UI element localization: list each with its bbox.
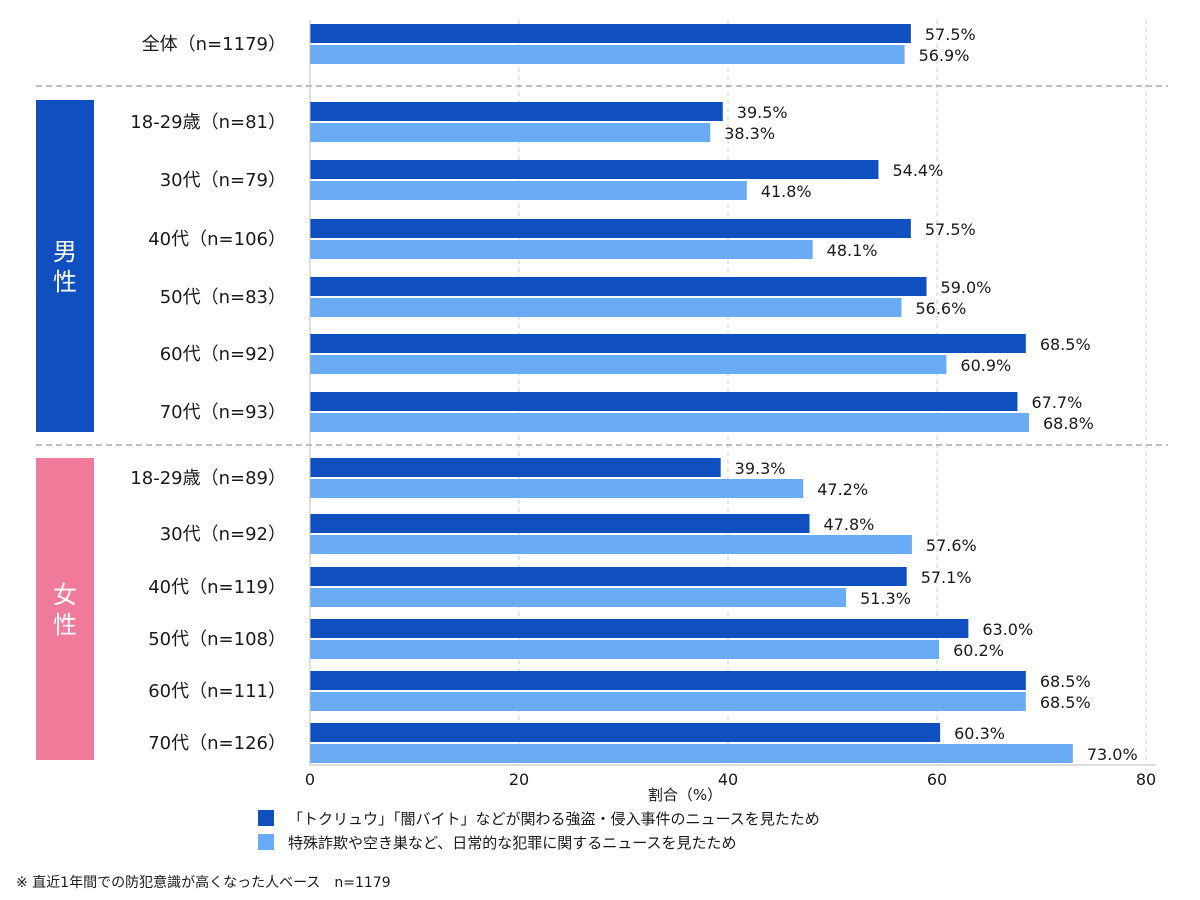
bar-series-1: [310, 567, 907, 586]
value-label-series-1: 67.7%: [1031, 393, 1082, 412]
legend-swatch-series-1: [258, 810, 274, 826]
group-label-char: 性: [53, 268, 77, 296]
value-label-series-1: 57.5%: [925, 220, 976, 239]
bar-series-1: [310, 723, 941, 742]
footnote: ※ 直近1年間での防犯意識が高くなった人ベース n=1179: [16, 875, 391, 891]
bar-series-2: [310, 123, 711, 142]
category-label: 60代（n=111）: [148, 681, 286, 702]
x-axis: 0 20 40 60 80: [305, 20, 1156, 789]
bar-series-1: [310, 458, 721, 477]
category-label: 70代（n=126）: [148, 733, 286, 754]
value-label-series-2: 73.0%: [1087, 745, 1138, 764]
value-label-series-1: 59.0%: [941, 278, 992, 297]
bar-series-2: [310, 45, 905, 64]
legend: 「トクリュウ」「闇バイト」などが関わる強盗・侵入事件のニュースを見たため 特殊詐…: [258, 806, 820, 854]
bar-series-1: [310, 160, 879, 179]
bar-series-2: [310, 181, 747, 200]
value-label-series-2: 60.2%: [953, 641, 1004, 660]
x-tick-label: 0: [305, 770, 315, 789]
x-tick-label: 20: [509, 770, 529, 789]
bar-series-2: [310, 355, 947, 374]
bar-series-2: [310, 535, 912, 554]
value-label-series-1: 57.1%: [921, 568, 972, 587]
x-tick-label: 40: [718, 770, 738, 789]
bar-series-1: [310, 102, 723, 121]
bar-series-2: [310, 640, 940, 659]
category-label: 70代（n=93）: [160, 402, 286, 423]
value-label-series-2: 56.9%: [919, 46, 970, 65]
bar-series-1: [310, 514, 810, 533]
value-label-series-2: 38.3%: [724, 124, 775, 143]
category-label: 全体（n=1179）: [142, 34, 286, 55]
bar-series-2: [310, 744, 1073, 763]
value-label-series-1: 47.8%: [824, 515, 875, 534]
value-label-series-1: 57.5%: [925, 25, 976, 44]
x-tick-label: 80: [1136, 770, 1156, 789]
bars: [310, 24, 1073, 763]
value-label-series-1: 39.3%: [735, 459, 786, 478]
value-label-series-1: 60.3%: [954, 724, 1005, 743]
legend-item-series-2: 特殊詐欺や空き巣など、日常的な犯罪に関するニュースを見たため: [258, 830, 820, 854]
legend-swatch-series-2: [258, 834, 274, 850]
legend-label-series-2: 特殊詐欺や空き巣など、日常的な犯罪に関するニュースを見たため: [288, 833, 737, 852]
legend-label-series-1: 「トクリュウ」「闇バイト」などが関わる強盗・侵入事件のニュースを見たため: [288, 809, 820, 828]
value-label-series-2: 41.8%: [761, 182, 812, 201]
value-label-series-2: 56.6%: [915, 299, 966, 318]
bar-series-2: [310, 588, 847, 607]
bar-series-1: [310, 277, 927, 296]
category-label: 50代（n=83）: [160, 287, 286, 308]
bar-series-2: [310, 692, 1026, 711]
group-box-1: [36, 100, 94, 432]
bar-series-1: [310, 219, 911, 238]
legend-item-series-1: 「トクリュウ」「闇バイト」などが関わる強盗・侵入事件のニュースを見たため: [258, 806, 820, 830]
category-label: 40代（n=119）: [148, 577, 286, 598]
bar-series-2: [310, 240, 813, 259]
category-label: 60代（n=92）: [160, 344, 286, 365]
value-label-series-1: 54.4%: [892, 161, 943, 180]
bar-series-1: [310, 619, 969, 638]
group-box-2: [36, 458, 94, 760]
bar-series-1: [310, 392, 1018, 411]
value-label-series-2: 60.9%: [960, 356, 1011, 375]
value-label-series-2: 47.2%: [817, 480, 868, 499]
group-separators: [36, 85, 1168, 446]
category-label: 30代（n=92）: [160, 524, 286, 545]
value-label-series-2: 51.3%: [860, 589, 911, 608]
value-label-series-2: 68.8%: [1043, 414, 1094, 433]
bar-series-2: [310, 298, 902, 317]
value-label-series-1: 68.5%: [1040, 335, 1091, 354]
category-label: 30代（n=79）: [160, 170, 286, 191]
bar-series-2: [310, 479, 804, 498]
category-label: 40代（n=106）: [148, 229, 286, 250]
group-label-char: 男: [53, 238, 77, 266]
bar-series-2: [310, 413, 1029, 432]
category-labels: 全体（n=1179） 18-29歳（n=81） 30代（n=79） 40代（n=106…: [130, 34, 286, 754]
value-label-series-1: 68.5%: [1040, 672, 1091, 691]
value-label-series-1: 39.5%: [737, 103, 788, 122]
bar-series-1: [310, 24, 911, 43]
x-tick-label: 60: [927, 770, 947, 789]
group-label-char: 女: [53, 581, 77, 609]
category-label: 18-29歳（n=89）: [130, 468, 286, 489]
bar-series-1: [310, 334, 1026, 353]
value-label-series-2: 57.6%: [926, 536, 977, 555]
bar-series-1: [310, 671, 1026, 690]
x-axis-title: 割合（%）: [648, 786, 722, 804]
value-label-series-2: 48.1%: [827, 241, 878, 260]
value-labels: 57.5% 39.5% 54.4% 57.5% 59.0% 68.5% 67.7% 39.3%…: [724, 25, 1137, 764]
value-label-series-1: 63.0%: [982, 620, 1033, 639]
value-label-series-2: 68.5%: [1040, 693, 1091, 712]
category-label: 50代（n=108）: [148, 629, 286, 650]
group-label-char: 性: [53, 611, 77, 639]
category-label: 18-29歳（n=81）: [130, 112, 286, 133]
